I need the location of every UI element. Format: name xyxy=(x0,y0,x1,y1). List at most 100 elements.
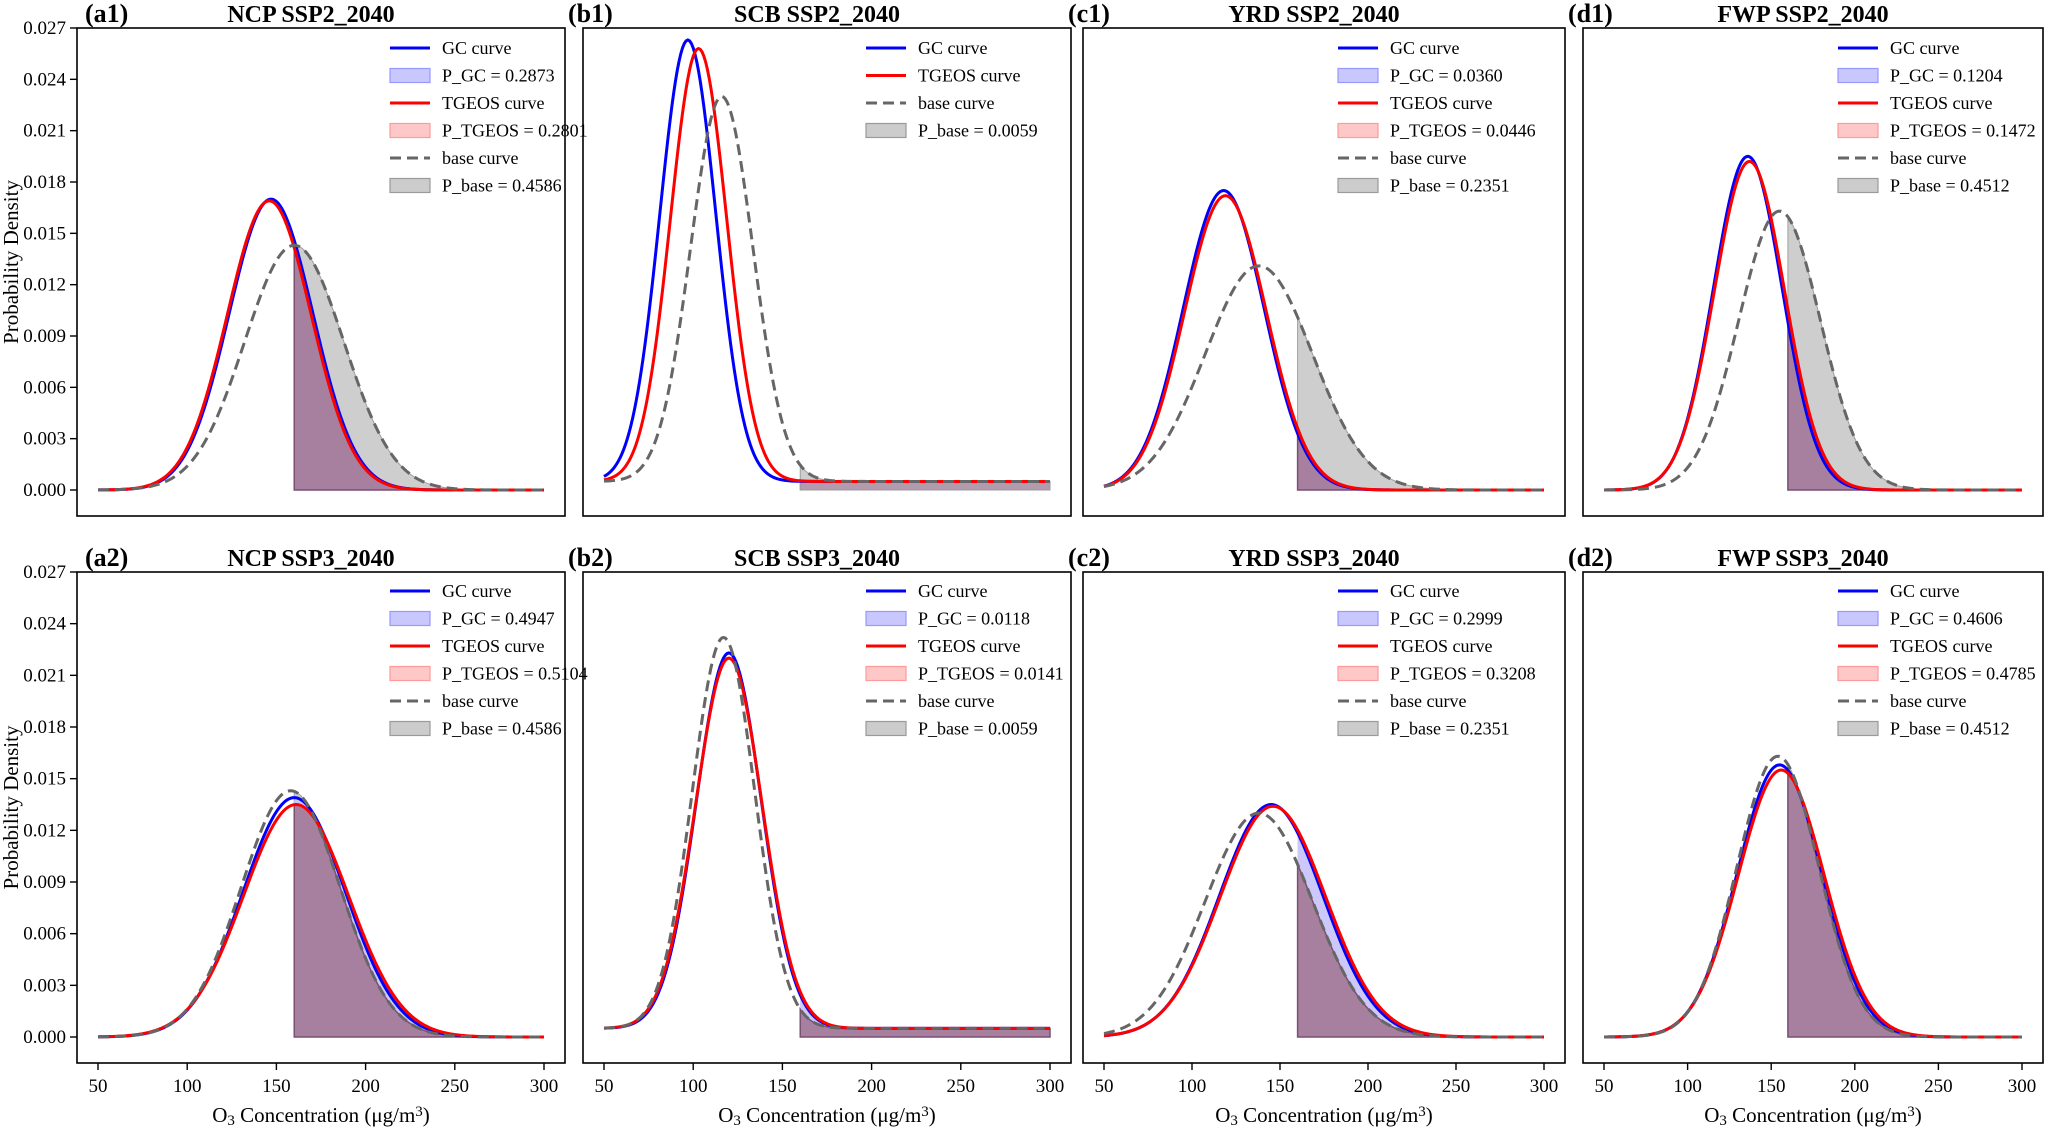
y-tick-label: 0.024 xyxy=(23,69,66,90)
x-tick-label: 200 xyxy=(857,1076,886,1097)
x-tick-label: 150 xyxy=(1266,1076,1295,1097)
panel-tag: (d1) xyxy=(1568,0,1613,28)
base-curve xyxy=(1103,264,1544,492)
legend-label: P_GC = 0.2873 xyxy=(442,66,555,86)
y-tick-label: 0.021 xyxy=(23,665,66,686)
legend-label: TGEOS curve xyxy=(918,636,1020,656)
legend-label: GC curve xyxy=(918,38,987,58)
panel-tag: (b1) xyxy=(568,0,613,28)
legend-label: P_TGEOS = 0.4785 xyxy=(1890,664,2036,684)
y-axis-label: Probability Density xyxy=(0,725,23,889)
legend-label: P_base = 0.4586 xyxy=(442,719,562,739)
x-axis-label-part: 3 xyxy=(1230,1113,1238,1129)
legend-label: base curve xyxy=(918,691,994,711)
legend-label: GC curve xyxy=(1890,581,1959,601)
legend-label: base curve xyxy=(442,691,518,711)
legend-label: P_base = 0.4512 xyxy=(1890,719,2010,739)
x-axis-label-part: ) xyxy=(929,1103,936,1127)
y-tick-label: 0.024 xyxy=(23,614,66,635)
panel-title: FWP SSP2_2040 xyxy=(1717,2,1888,28)
legend-label: P_GC = 0.4947 xyxy=(442,609,555,629)
base-legend-patch xyxy=(865,122,907,139)
axes-frame xyxy=(1082,571,1566,1064)
legend-label: P_base = 0.4586 xyxy=(442,176,562,196)
panel-title: YRD SSP2_2040 xyxy=(1228,2,1399,28)
base-legend-patch xyxy=(1837,177,1879,194)
x-tick-label: 300 xyxy=(2008,1076,2037,1097)
panel-a2: (a2) NCP SSP3_2040 0.000 0.003 0.006 0.009 0.0… xyxy=(0,543,588,1129)
legend-label: P_base = 0.0059 xyxy=(918,121,1038,141)
base-legend-patch xyxy=(1837,720,1879,737)
overlap-area-fill xyxy=(799,1006,1051,1038)
legend-label: TGEOS curve xyxy=(918,66,1020,86)
tgeos-legend-patch xyxy=(1837,122,1879,139)
x-tick-label: 150 xyxy=(768,1076,797,1097)
y-tick-label: 0.018 xyxy=(23,172,66,193)
x-tick-label: 50 xyxy=(1095,1076,1114,1097)
x-axis-label-part: Concentration (μg/m xyxy=(1238,1103,1418,1127)
panel-c1: (c1) YRD SSP2_2040 GC curve P_GC = 0.0360 TG… xyxy=(1068,0,1566,517)
axes-frame xyxy=(1582,571,2044,1064)
legend-label: P_GC = 0.1204 xyxy=(1890,66,2003,86)
x-axis-label-part: 3 xyxy=(1907,1104,1915,1120)
base-area-fill xyxy=(1787,215,2022,491)
y-tick-label: 0.009 xyxy=(23,872,66,893)
panel-title: FWP SSP3_2040 xyxy=(1717,546,1888,572)
legend-label: P_TGEOS = 0.5104 xyxy=(442,664,588,684)
legend-label: P_TGEOS = 0.2801 xyxy=(442,121,588,141)
y-tick-label: 0.018 xyxy=(23,717,66,738)
legend-label: P_GC = 0.0360 xyxy=(1390,66,1503,86)
legend-label: P_GC = 0.0118 xyxy=(918,609,1030,629)
x-tick-label: 100 xyxy=(1178,1076,1207,1097)
axes-frame xyxy=(582,571,1072,1064)
gc-legend-patch xyxy=(1837,610,1879,627)
x-axis-label-part: 3 xyxy=(733,1113,741,1129)
x-axis-label-part: 3 xyxy=(1418,1104,1426,1120)
legend-label: TGEOS curve xyxy=(1390,636,1492,656)
panel-tag: (d2) xyxy=(1568,543,1613,572)
x-tick-label: 250 xyxy=(1442,1076,1471,1097)
legend-label: P_base = 0.2351 xyxy=(1390,176,1510,196)
legend-label: GC curve xyxy=(1890,38,1959,58)
gc-legend-patch xyxy=(1837,67,1879,84)
x-tick-label: 100 xyxy=(1673,1076,1702,1097)
axes-frame xyxy=(1582,27,2044,517)
panel-tag: (a2) xyxy=(85,543,128,572)
x-tick-label: 50 xyxy=(595,1076,614,1097)
axes-frame xyxy=(76,571,566,1064)
x-tick-label: 300 xyxy=(530,1076,559,1097)
base-legend-patch xyxy=(389,177,431,194)
y-tick-label: 0.021 xyxy=(23,121,66,142)
tgeos-legend-patch xyxy=(1837,665,1879,682)
x-axis-label-part: 3 xyxy=(921,1104,929,1120)
x-axis-label-part: Concentration (μg/m xyxy=(235,1103,415,1127)
y-tick-label: 0.000 xyxy=(23,1027,66,1048)
x-axis-label: O3 Concentration (μg/m3) xyxy=(212,1103,430,1129)
panel-title: SCB SSP2_2040 xyxy=(734,2,900,28)
base-curve xyxy=(603,635,1050,1030)
panel-title: NCP SSP2_2040 xyxy=(227,2,394,28)
legend-label: P_GC = 0.2999 xyxy=(1390,609,1503,629)
y-tick-label: 0.003 xyxy=(23,429,66,450)
gc-area-fill xyxy=(1297,832,1544,1037)
base-legend-patch xyxy=(389,720,431,737)
x-axis-label-part: 3 xyxy=(227,1113,235,1129)
legend-label: TGEOS curve xyxy=(442,636,544,656)
legend-label: base curve xyxy=(1890,691,1966,711)
panel-title: SCB SSP3_2040 xyxy=(734,546,900,572)
x-tick-label: 150 xyxy=(1757,1076,1786,1097)
base-curve xyxy=(603,94,1050,483)
y-tick-label: 0.009 xyxy=(23,326,66,347)
base-curve xyxy=(97,243,544,492)
gc-legend-patch xyxy=(389,67,431,84)
legend-label: TGEOS curve xyxy=(1390,93,1492,113)
x-tick-label: 250 xyxy=(947,1076,976,1097)
y-tick-label: 0.015 xyxy=(23,223,66,244)
y-tick-label: 0.027 xyxy=(23,18,66,39)
base-curve xyxy=(97,789,544,1039)
base-legend-patch xyxy=(1337,177,1379,194)
tgeos-legend-patch xyxy=(1337,665,1379,682)
